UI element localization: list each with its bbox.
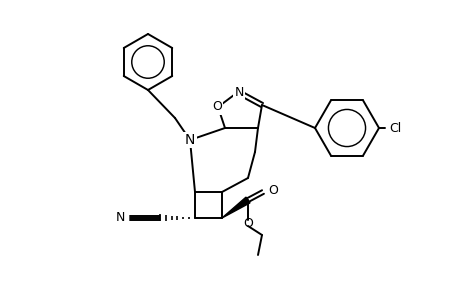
- Polygon shape: [222, 197, 249, 218]
- Text: O: O: [268, 184, 277, 196]
- Text: Cl: Cl: [388, 122, 400, 134]
- Text: N: N: [115, 212, 125, 224]
- Text: O: O: [242, 218, 252, 230]
- Text: O: O: [212, 100, 221, 113]
- Text: N: N: [185, 133, 195, 147]
- Text: N: N: [234, 85, 243, 98]
